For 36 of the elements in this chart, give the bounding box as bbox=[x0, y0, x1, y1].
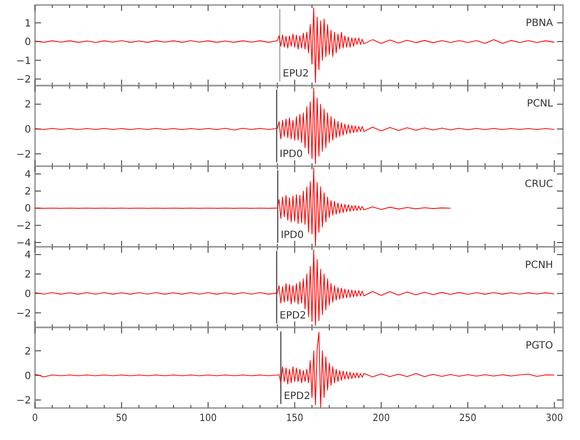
y-tick-label: 0 bbox=[24, 288, 31, 300]
y-tick-label: 1 bbox=[24, 18, 31, 30]
x-tick-label: 50 bbox=[116, 413, 128, 424]
x-tick-label: 250 bbox=[459, 413, 477, 424]
ref-line-label: IPD0 bbox=[280, 230, 304, 241]
y-tick-label: −2 bbox=[16, 74, 31, 86]
text: PBNA bbox=[526, 18, 554, 29]
y-tick-label: −2 bbox=[16, 149, 31, 160]
y-tick-label: −1 bbox=[16, 56, 31, 67]
text: CRUC bbox=[524, 179, 554, 190]
y-tick-label: 2 bbox=[24, 269, 31, 280]
y-tick-label: −2 bbox=[16, 308, 31, 320]
x-tick-label: 300 bbox=[546, 413, 564, 424]
y-tick-label: 0 bbox=[24, 37, 31, 48]
y-tick-label: 2 bbox=[24, 100, 31, 111]
x-tick-label: 0 bbox=[32, 413, 38, 424]
y-tick-label: 0 bbox=[24, 204, 31, 215]
text: PCNH bbox=[524, 260, 553, 271]
y-tick-label: −4 bbox=[16, 238, 31, 250]
x-tick-label: 200 bbox=[372, 413, 390, 424]
x-tick-label: 150 bbox=[286, 413, 304, 424]
text: PGTO bbox=[526, 340, 554, 352]
y-tick-label: 4 bbox=[24, 169, 31, 180]
text: PCNL bbox=[526, 98, 554, 110]
ref-line-label: IPD0 bbox=[280, 149, 303, 160]
y-tick-label: 0 bbox=[24, 124, 31, 136]
ref-line-label: EPD2 bbox=[280, 310, 306, 322]
y-tick-label: −2 bbox=[16, 396, 31, 406]
y-tick-label: 2 bbox=[24, 346, 31, 358]
y-tick-label: 0 bbox=[24, 370, 31, 382]
ref-line-label: EPD2 bbox=[284, 391, 310, 402]
ref-line-label: EPU2 bbox=[282, 68, 309, 80]
y-tick-label: −2 bbox=[16, 220, 31, 232]
x-tick-label: 100 bbox=[200, 413, 217, 424]
y-tick-label: 2 bbox=[24, 186, 31, 198]
y-tick-label: 4 bbox=[24, 250, 31, 262]
